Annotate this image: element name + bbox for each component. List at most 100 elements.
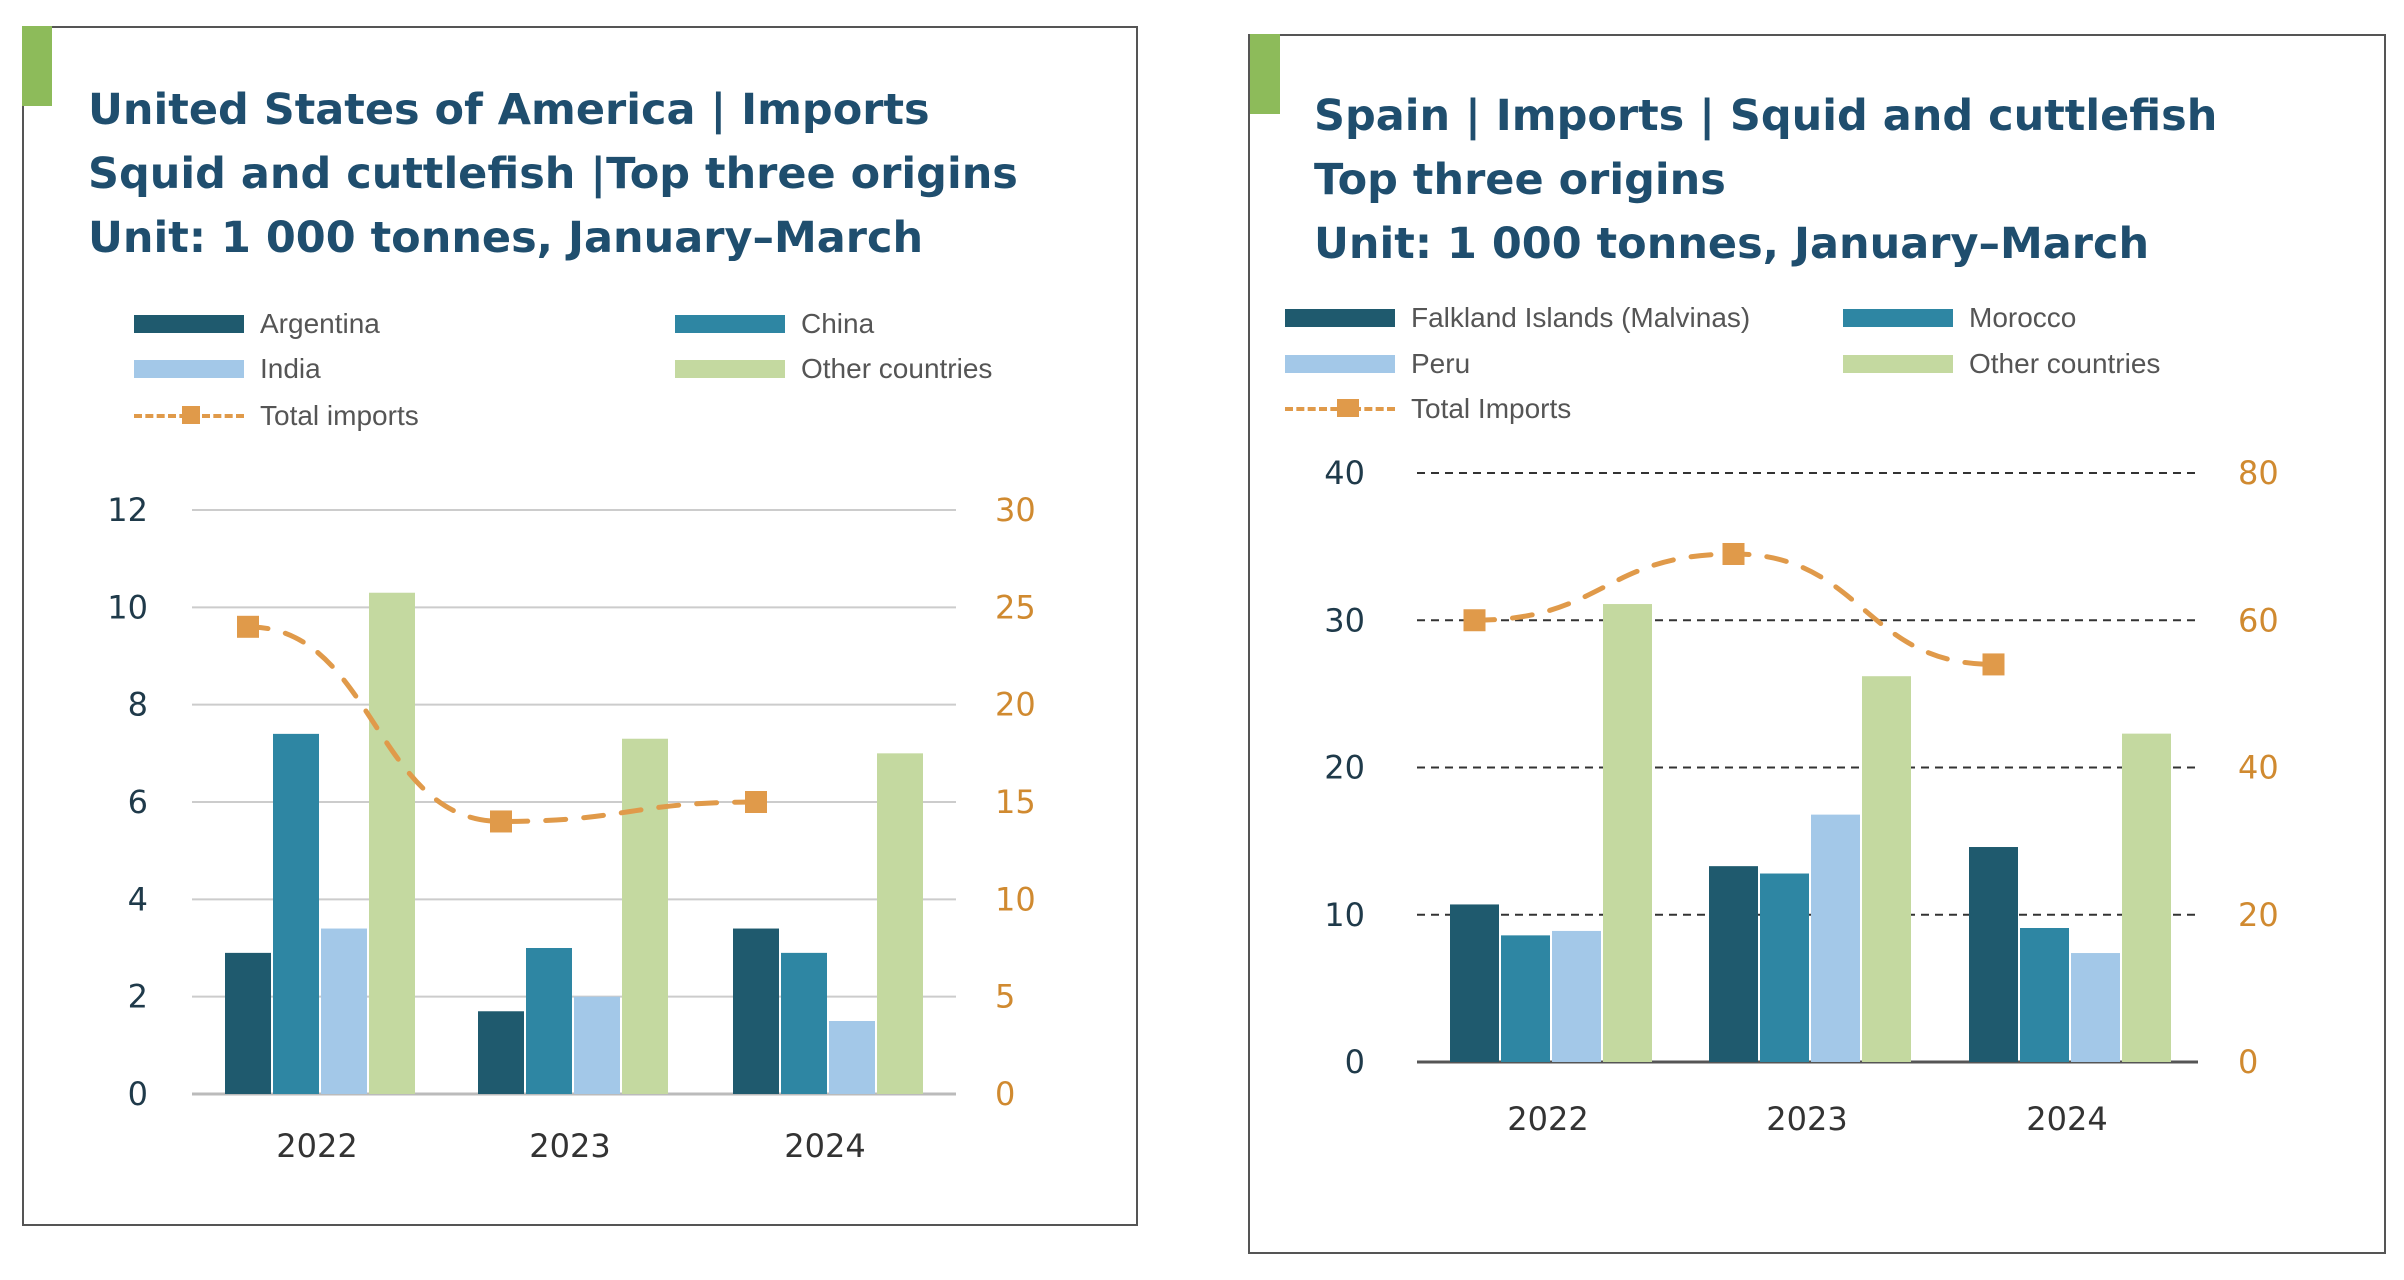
y2-tick-label: 30 xyxy=(995,491,1036,529)
legend-item: Argentina xyxy=(134,308,380,340)
legend-swatch xyxy=(1285,309,1395,327)
bar-peru-2024 xyxy=(2071,953,2120,1062)
legend-item: Other countries xyxy=(675,353,992,385)
legend-label: Other countries xyxy=(801,353,993,384)
legend-item: Other countries xyxy=(1843,348,2160,380)
y-tick-label: 4 xyxy=(128,880,148,918)
y-tick-label: 30 xyxy=(1324,601,1365,639)
legend-swatch xyxy=(675,360,785,378)
x-tick-label: 2023 xyxy=(1766,1100,1847,1138)
total-imports-line xyxy=(1472,551,1996,667)
legend-item: Morocco xyxy=(1843,302,2076,334)
bar-india-2022 xyxy=(321,928,367,1094)
legend-label: Peru xyxy=(1411,348,1471,379)
bar-falkland-islands-malvinas--2023 xyxy=(1709,866,1758,1062)
legend-swatch xyxy=(1285,355,1395,373)
y2-tick-label: 10 xyxy=(995,880,1036,918)
bar-india-2023 xyxy=(574,996,620,1094)
legend-item: Falkland Islands (Malvinas) xyxy=(1285,302,1750,334)
legend-swatch xyxy=(134,315,244,333)
x-tick-label: 2024 xyxy=(784,1127,865,1165)
bar-peru-2022 xyxy=(1552,930,1601,1062)
y2-tick-label: 80 xyxy=(2238,454,2279,492)
bar-other-countries-2023 xyxy=(1862,676,1911,1062)
y2-tick-label: 25 xyxy=(995,588,1036,626)
bar-other-countries-2024 xyxy=(877,753,923,1094)
title-line: Top three origins xyxy=(1314,155,1726,205)
legend-label: Other countries xyxy=(1969,348,2161,379)
legend-item: Peru xyxy=(1285,348,1470,380)
spain-chart-title: Spain | Imports | Squid and cuttlefish T… xyxy=(1314,84,2217,276)
y-tick-label: 6 xyxy=(128,783,148,821)
bar-falkland-islands-malvinas--2022 xyxy=(1450,904,1499,1062)
total-imports-marker-2023 xyxy=(1722,542,1745,565)
y2-tick-label: 15 xyxy=(995,783,1036,821)
x-tick-label: 2022 xyxy=(1507,1100,1588,1138)
bar-india-2024 xyxy=(829,1021,875,1094)
legend-item: India xyxy=(134,353,321,385)
title-line: Unit: 1 000 tonnes, January–March xyxy=(88,213,924,263)
y-tick-label: 10 xyxy=(107,588,148,626)
title-line: Spain | Imports | Squid and cuttlefish xyxy=(1314,91,2218,141)
y2-tick-label: 20 xyxy=(2238,896,2279,934)
accent-bar xyxy=(22,26,52,106)
y-tick-label: 0 xyxy=(1345,1043,1365,1081)
legend-swatch xyxy=(675,315,785,333)
bar-morocco-2023 xyxy=(1760,873,1809,1062)
y2-tick-label: 60 xyxy=(2238,601,2279,639)
legend-label: China xyxy=(801,308,875,339)
title-line: Squid and cuttlefish |Top three origins xyxy=(88,149,1018,199)
x-tick-label: 2022 xyxy=(276,1127,357,1165)
bar-argentina-2023 xyxy=(478,1011,524,1094)
total-imports-marker-2023 xyxy=(490,810,512,833)
y-tick-label: 20 xyxy=(1324,749,1365,787)
y2-tick-label: 0 xyxy=(2238,1043,2258,1081)
title-line: Unit: 1 000 tonnes, January–March xyxy=(1314,219,2150,269)
legend-label: Argentina xyxy=(260,308,380,339)
title-line: United States of America | Imports xyxy=(88,85,930,135)
total-imports-marker-2022 xyxy=(237,615,259,638)
bar-other-countries-2023 xyxy=(622,738,668,1094)
bar-peru-2023 xyxy=(1811,814,1860,1062)
bar-other-countries-2024 xyxy=(2122,733,2171,1062)
bar-morocco-2024 xyxy=(2020,928,2069,1062)
total-imports-marker-2022 xyxy=(1463,609,1486,632)
legend-item: Total imports xyxy=(134,400,419,432)
y2-tick-label: 20 xyxy=(995,686,1036,724)
legend-line-swatch xyxy=(134,406,244,424)
bar-argentina-2022 xyxy=(225,952,271,1094)
bar-other-countries-2022 xyxy=(369,592,415,1094)
y2-tick-label: 40 xyxy=(2238,749,2279,787)
bar-argentina-2024 xyxy=(733,928,779,1094)
y-tick-label: 0 xyxy=(128,1075,148,1113)
legend-label: Falkland Islands (Malvinas) xyxy=(1411,302,1751,333)
bar-china-2023 xyxy=(526,948,572,1094)
x-tick-label: 2023 xyxy=(529,1127,610,1165)
accent-bar xyxy=(1250,34,1280,114)
legend-item: Total Imports xyxy=(1285,393,1571,425)
usa-chart-title: United States of America | Imports Squid… xyxy=(88,78,1018,270)
legend-line-swatch xyxy=(1285,399,1395,417)
y2-tick-label: 0 xyxy=(995,1075,1015,1113)
total-imports-line xyxy=(245,624,759,824)
y-tick-label: 2 xyxy=(128,978,148,1016)
y2-tick-label: 5 xyxy=(995,978,1015,1016)
legend-swatch xyxy=(1843,309,1953,327)
legend-label: Total Imports xyxy=(1411,393,1572,424)
legend-label: India xyxy=(260,353,321,384)
bar-falkland-islands-malvinas--2024 xyxy=(1969,847,2018,1062)
total-imports-marker-2024 xyxy=(745,791,767,813)
bar-china-2022 xyxy=(273,733,319,1094)
legend-label: Morocco xyxy=(1969,302,2077,333)
legend-swatch xyxy=(1843,355,1953,373)
y-tick-label: 8 xyxy=(128,686,148,724)
bar-other-countries-2022 xyxy=(1603,604,1652,1062)
legend-label: Total imports xyxy=(260,400,419,431)
legend-item: China xyxy=(675,308,874,340)
legend-swatch xyxy=(134,360,244,378)
total-imports-marker-2024 xyxy=(1982,653,2005,676)
y-tick-label: 40 xyxy=(1324,454,1365,492)
y-tick-label: 12 xyxy=(107,491,148,529)
bar-morocco-2022 xyxy=(1501,935,1550,1062)
